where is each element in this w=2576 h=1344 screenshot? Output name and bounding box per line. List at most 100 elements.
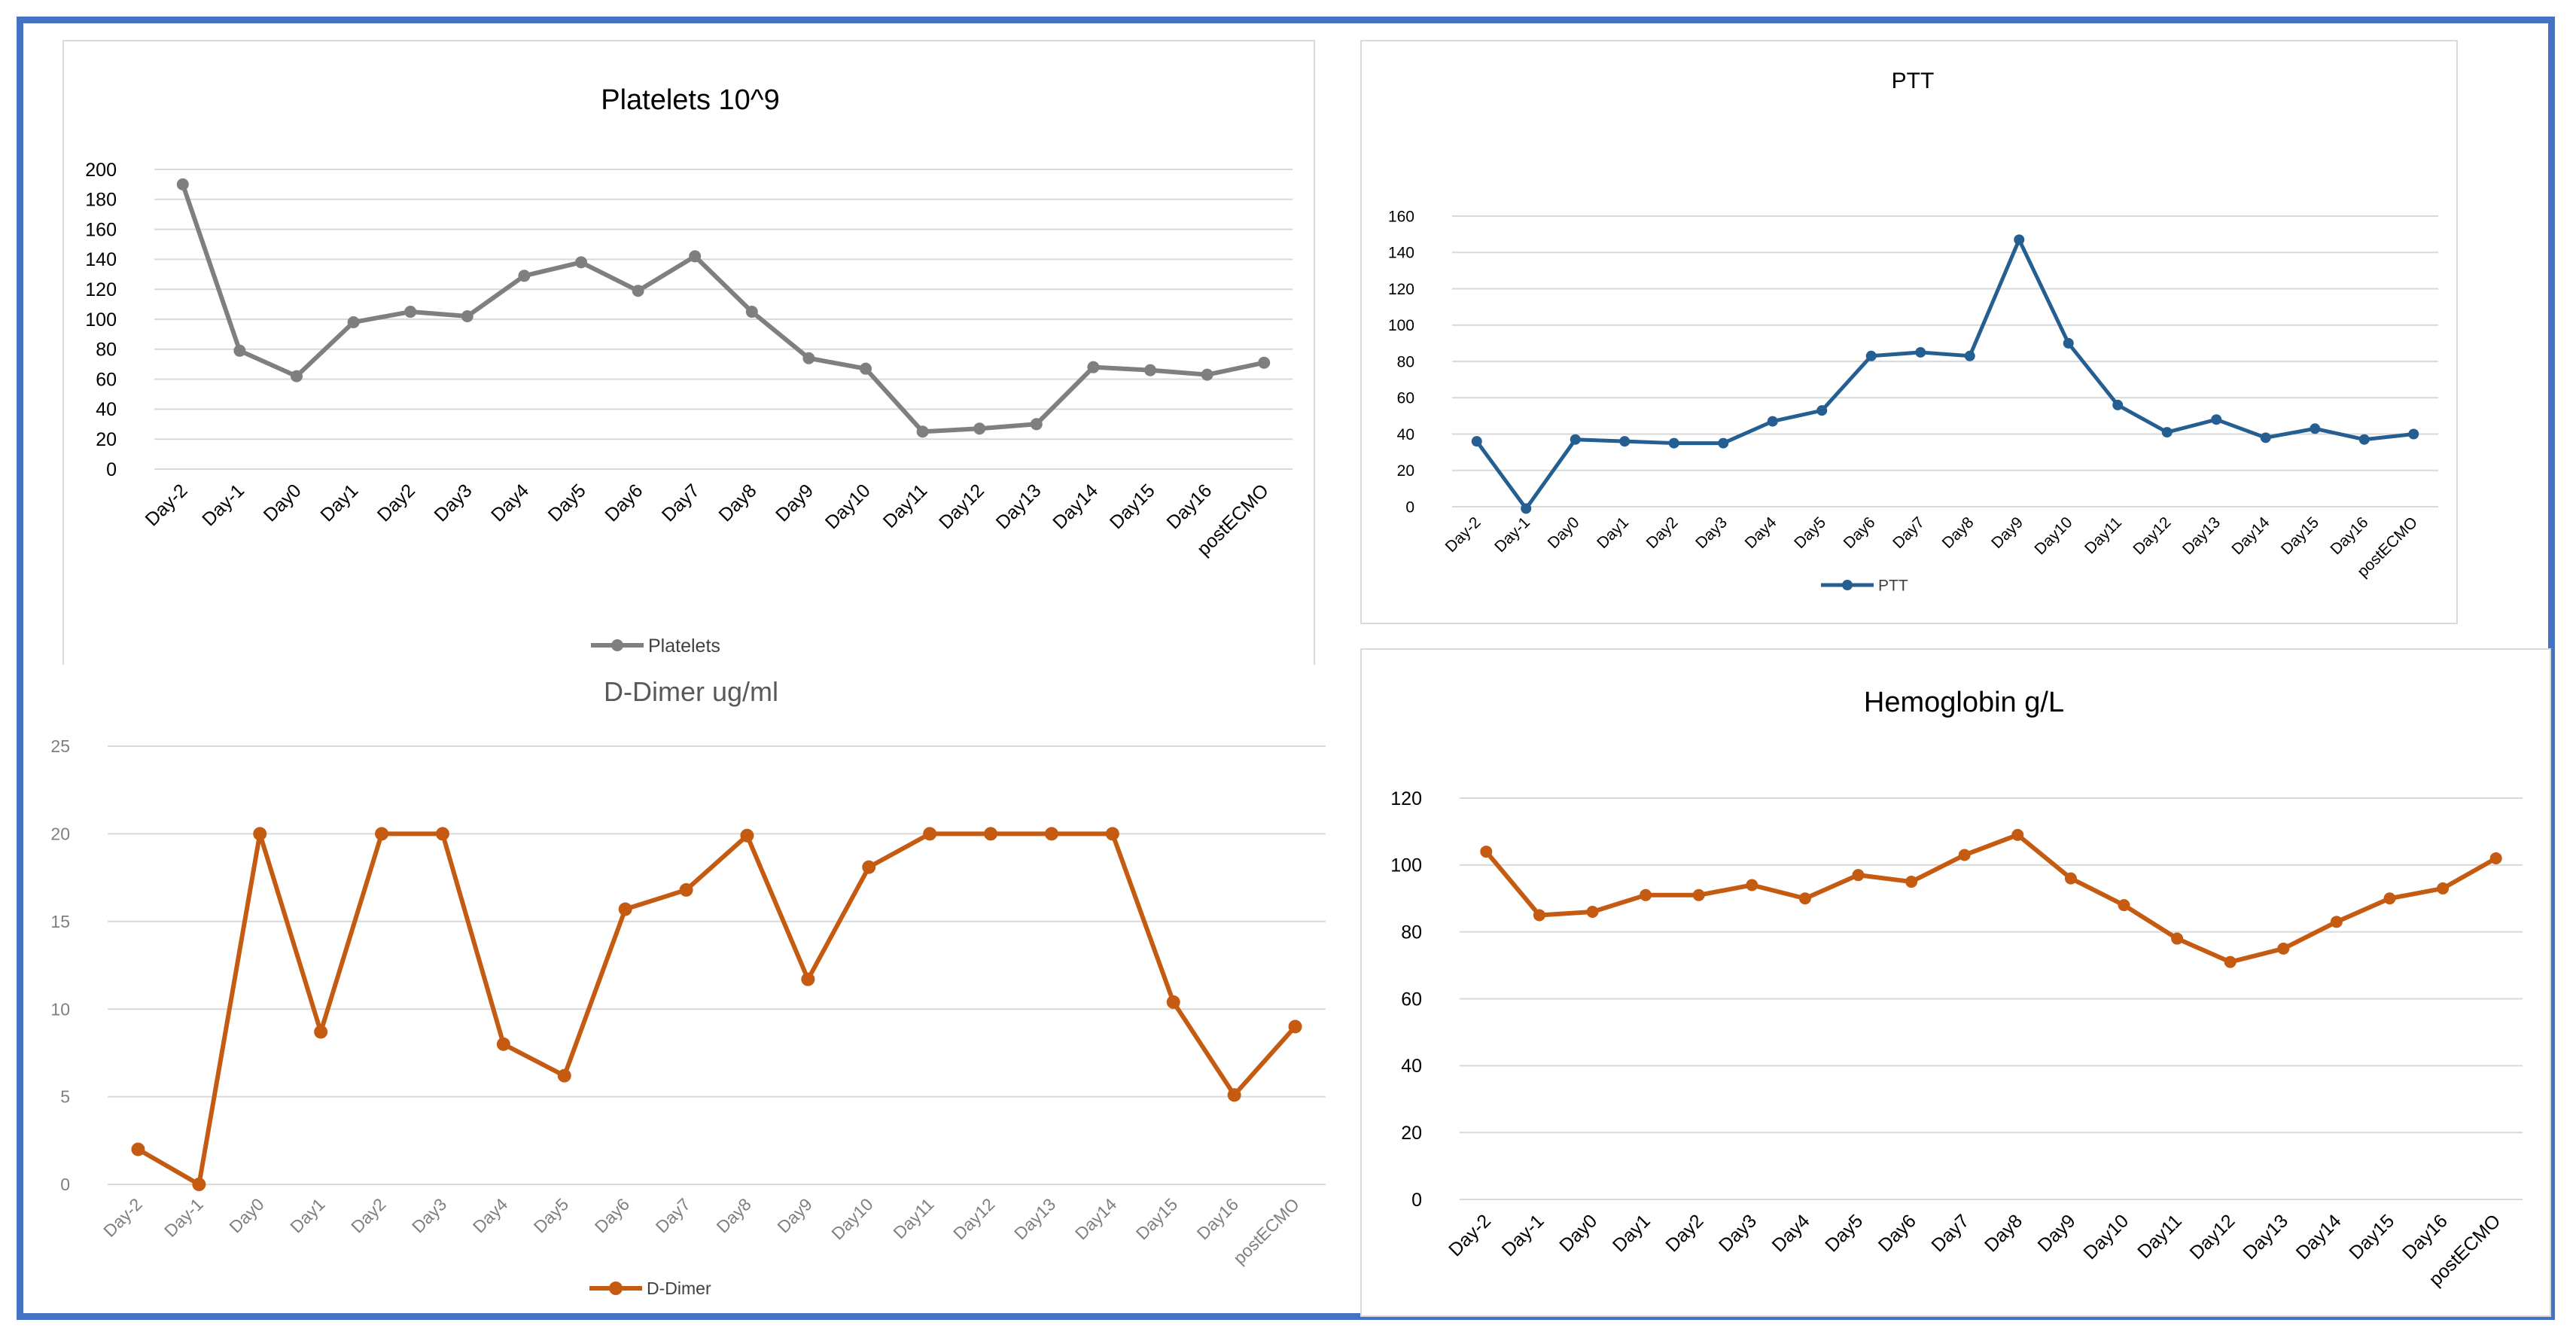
platelets-y-tick-label: 160	[85, 219, 117, 240]
ddimer-data-point	[192, 1178, 206, 1191]
ddimer-chart: D-Dimer ug/ml 0 5 10 15 20 25 Day-2 Day-1 Day0 Day…	[50, 676, 1326, 1298]
hemoglobin-data-point	[1798, 892, 1811, 905]
hemoglobin-x-tick-label: Day3	[1715, 1210, 1761, 1256]
ptt-x-tick-label: Day11	[2081, 514, 2125, 557]
ptt-y-tick-label: 20	[1397, 462, 1414, 480]
ddimer-x-tick-label: Day8	[713, 1194, 755, 1236]
ptt-data-point	[2408, 428, 2419, 440]
ptt-data-point	[2358, 434, 2370, 445]
ddimer-x-tick-label: Day6	[591, 1194, 633, 1236]
ddimer-data-point	[618, 902, 632, 916]
ddimer-x-tick-label: Day2	[347, 1194, 389, 1236]
hemoglobin-x-tick-label: Day1	[1609, 1210, 1655, 1256]
ddimer-data-point	[984, 827, 998, 841]
ptt-x-tick-label: Day7	[1889, 514, 1928, 552]
platelets-x-tick-label: Day16	[1162, 480, 1216, 533]
platelets-data-point	[745, 306, 758, 318]
ptt-data-point	[2211, 414, 2222, 425]
ddimer-x-tick-label: Day15	[1132, 1194, 1181, 1243]
ddimer-y-tick-label: 5	[60, 1087, 70, 1107]
ptt-data-point	[1964, 350, 1975, 361]
ddimer-data-point	[253, 827, 267, 841]
platelets-data-point	[632, 285, 644, 297]
ddimer-data-point	[375, 827, 389, 841]
ptt-data-point	[2310, 423, 2321, 434]
platelets-data-point	[916, 425, 929, 438]
ddimer-x-tick-label: Day10	[827, 1194, 876, 1243]
ptt-y-tick-label: 80	[1397, 353, 1414, 370]
platelets-y-tick-label: 20	[96, 429, 117, 450]
platelets-x-tick-label: Day2	[373, 480, 419, 526]
platelets-data-point	[1258, 356, 1271, 369]
ptt-x-tick-label: Day-1	[1491, 514, 1533, 556]
hemoglobin-x-tick-label: Day5	[1821, 1210, 1867, 1256]
hemoglobin-data-point	[2118, 899, 2130, 912]
ddimer-x-tick-label: Day1	[286, 1194, 328, 1236]
ptt-data-point	[1521, 503, 1532, 514]
platelets-y-tick-label: 40	[96, 399, 117, 420]
hemoglobin-data-point	[2277, 942, 2290, 955]
hemoglobin-y-tick-label: 100	[1390, 855, 1422, 876]
hemoglobin-y-tick-label: 20	[1401, 1123, 1422, 1144]
hemoglobin-y-tick-label: 60	[1401, 989, 1422, 1010]
platelets-legend-label: Platelets	[648, 635, 720, 657]
ptt-data-point	[1570, 434, 1581, 445]
ddimer-legend-marker	[609, 1282, 623, 1295]
ptt-data-point	[2112, 399, 2124, 410]
hemoglobin-data-point	[1746, 879, 1758, 891]
hemoglobin-x-tick-label: Day14	[2292, 1210, 2346, 1263]
hemoglobin-y-tick-label: 120	[1390, 788, 1422, 809]
platelets-y-tick-label: 60	[96, 369, 117, 390]
ddimer-x-tick-label: Day11	[889, 1194, 937, 1242]
ddimer-data-point	[314, 1025, 328, 1039]
platelets-x-tick-label: Day5	[544, 480, 590, 526]
ptt-legend-label: PTT	[1878, 577, 1908, 594]
platelets-data-point	[1144, 364, 1156, 376]
hemoglobin-data-point	[2437, 882, 2450, 894]
platelets-chart-panel: Platelets 10^9 0 20 40 60 80 100 120 140 160 180 20…	[62, 40, 1315, 671]
ddimer-data-point	[1288, 1019, 1302, 1034]
ptt-x-tick-label: Day3	[1692, 514, 1731, 552]
figure-frame: Platelets 10^9 0 20 40 60 80 100 120 140 160 180 20…	[17, 17, 2555, 1320]
platelets-x-tick-label: Day13	[992, 480, 1046, 533]
ddimer-data-point	[1166, 995, 1180, 1009]
hemoglobin-data-point	[2064, 872, 2077, 885]
platelets-y-tick-label: 200	[85, 160, 117, 181]
platelets-series-line	[180, 183, 1265, 434]
ptt-data-point	[1816, 405, 1828, 416]
ptt-x-tick-label: Day1	[1594, 514, 1632, 552]
ptt-data-point	[2161, 427, 2173, 438]
ddimer-data-point	[1044, 827, 1058, 841]
hemoglobin-x-tick-label: Day0	[1555, 1210, 1601, 1256]
hemoglobin-x-tick-label: Day-1	[1498, 1210, 1548, 1260]
ddimer-data-point	[1105, 827, 1119, 841]
ddimer-series-line	[136, 831, 1297, 1187]
platelets-legend-marker	[611, 639, 623, 651]
ptt-x-tick-label: Day16	[2327, 514, 2371, 558]
ddimer-data-point	[740, 828, 754, 843]
hemoglobin-data-point	[2011, 828, 2024, 841]
ptt-data-point	[1915, 346, 1926, 358]
platelets-y-tick-label: 140	[85, 249, 117, 270]
ddimer-data-point	[1227, 1088, 1241, 1102]
platelets-x-tick-label: Day8	[714, 480, 760, 526]
platelets-data-point	[176, 178, 189, 190]
ptt-data-point	[1471, 436, 1482, 447]
hemoglobin-data-point	[1852, 869, 1865, 882]
ptt-x-tick-label: Day2	[1643, 514, 1682, 552]
platelets-data-point	[1201, 368, 1213, 381]
hemoglobin-x-tick-label: Day6	[1874, 1210, 1920, 1256]
hemoglobin-x-tick-label: Day8	[1981, 1210, 2026, 1256]
ddimer-chart-panel: D-Dimer ug/ml 0 5 10 15 20 25 Day-2 Day-1 Day0 Day…	[40, 665, 1342, 1312]
platelets-x-tick-label: Day1	[316, 480, 362, 526]
hemoglobin-x-tick-label: Day12	[2186, 1210, 2240, 1263]
hemoglobin-chart-title: Hemoglobin g/L	[1864, 687, 2064, 718]
ddimer-x-tick-label: Day9	[773, 1194, 815, 1236]
ptt-x-tick-label: Day12	[2130, 514, 2174, 558]
hemoglobin-data-point	[1640, 888, 1652, 901]
ptt-y-tick-label: 0	[1405, 498, 1414, 516]
ddimer-x-tick-label: Day-1	[160, 1194, 207, 1241]
ddimer-data-point	[923, 827, 937, 841]
hemoglobin-data-point	[2330, 916, 2343, 928]
hemoglobin-x-tick-label: Day2	[1661, 1210, 1707, 1256]
